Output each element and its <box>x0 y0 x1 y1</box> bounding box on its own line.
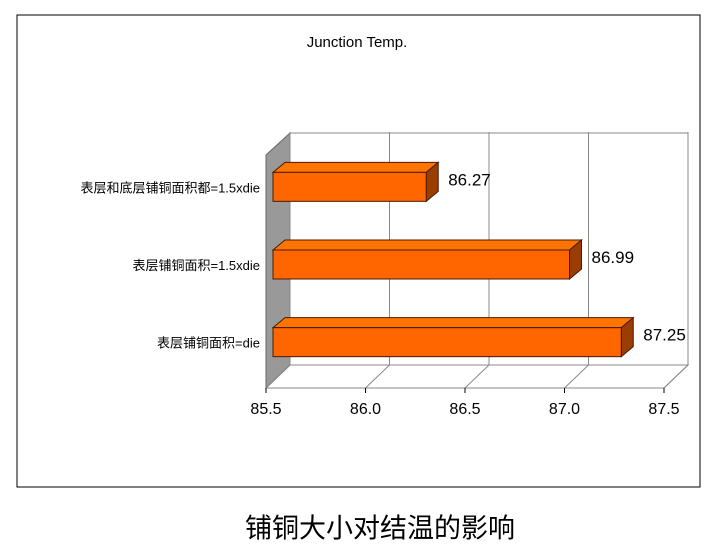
bar-top <box>271 161 440 173</box>
bar-top <box>271 239 583 251</box>
bar <box>272 327 622 358</box>
x-tick-label: 85.5 <box>250 401 281 418</box>
floor-grid-line <box>464 364 490 389</box>
floor-grid-line <box>564 364 589 389</box>
bar <box>272 249 571 280</box>
value-label: 86.27 <box>448 170 491 189</box>
bar <box>272 171 427 202</box>
value-label: 87.25 <box>643 326 686 345</box>
x-tick-label: 86.5 <box>449 401 480 418</box>
y-tick-label: 表层和底层铺铜面积都=1.5xdie <box>80 180 260 195</box>
y-tick-label: 表层铺铜面积=1.5xdie <box>132 258 260 273</box>
x-tick-label: 87.0 <box>549 401 580 418</box>
x-tick-label: 86.0 <box>350 401 381 418</box>
x-tick-label: 87.5 <box>648 401 679 418</box>
y-tick-label: 表层铺铜面积=die <box>157 336 260 351</box>
caption: 铺铜大小对结温的影响 <box>245 514 515 545</box>
value-label: 86.99 <box>592 248 635 267</box>
floor-grid-line <box>265 364 291 389</box>
chart-title: Junction Temp. <box>307 34 408 51</box>
bar-top <box>271 317 635 329</box>
floor-grid-line <box>663 364 689 389</box>
floor-grid-line <box>365 364 390 389</box>
